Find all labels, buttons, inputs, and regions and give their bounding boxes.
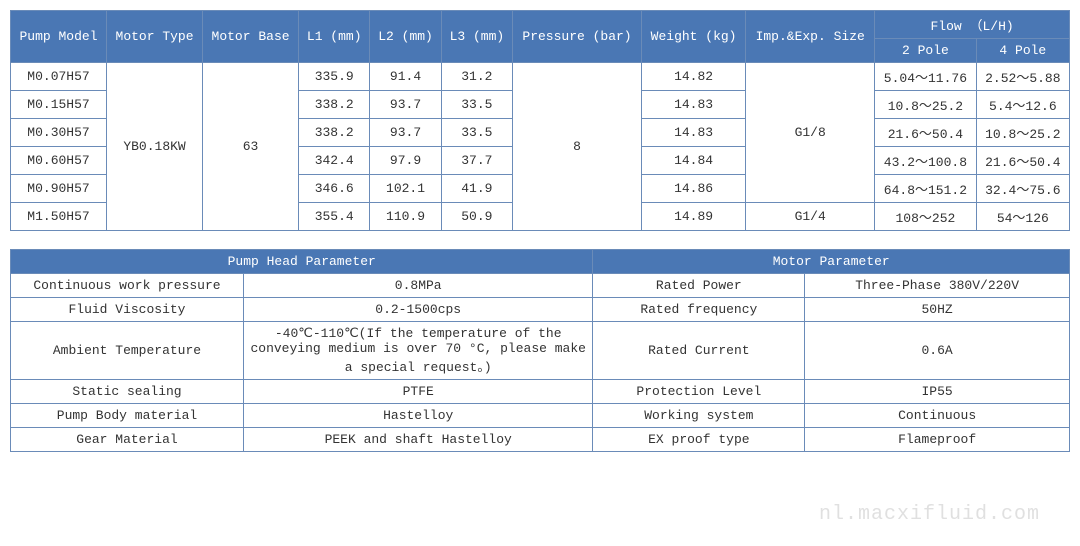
cell-l3: 50.9: [441, 203, 512, 231]
cell-2pole: 43.2～100.8: [875, 147, 977, 175]
cell-4pole: 5.4～12.6: [976, 91, 1069, 119]
cell-l2: 97.9: [370, 147, 441, 175]
cell-l1: 346.6: [299, 175, 370, 203]
cell: Rated frequency: [593, 298, 805, 322]
cell: Flameproof: [805, 428, 1070, 452]
cell: 0.6A: [805, 322, 1070, 380]
cell: -40℃-110℃(If the temperature of the conv…: [243, 322, 592, 380]
cell-l2: 102.1: [370, 175, 441, 203]
parameter-table: Pump Head Parameter Motor Parameter Cont…: [10, 249, 1070, 452]
cell-l3: 33.5: [441, 91, 512, 119]
cell: Rated Current: [593, 322, 805, 380]
cell-l2: 91.4: [370, 63, 441, 91]
cell-weight: 14.86: [641, 175, 745, 203]
cell-l3: 31.2: [441, 63, 512, 91]
col-4pole: 4 Pole: [976, 39, 1069, 63]
cell: Hastelloy: [243, 404, 592, 428]
cell-l2: 93.7: [370, 91, 441, 119]
table-row: Ambient Temperature-40℃-110℃(If the temp…: [11, 322, 1070, 380]
cell-l1: 335.9: [299, 63, 370, 91]
col-motor-base: Motor Base: [203, 11, 299, 63]
cell: Continuous: [805, 404, 1070, 428]
cell: IP55: [805, 380, 1070, 404]
cell-4pole: 2.52～5.88: [976, 63, 1069, 91]
cell-2pole: 5.04～11.76: [875, 63, 977, 91]
cell-model: M0.60H57: [11, 147, 107, 175]
col-l1: L1 (mm): [299, 11, 370, 63]
cell-l1: 342.4: [299, 147, 370, 175]
cell-model: M1.50H57: [11, 203, 107, 231]
table-row: Static sealingPTFEProtection LevelIP55: [11, 380, 1070, 404]
cell: Rated Power: [593, 274, 805, 298]
col-imp-exp: Imp.&Exp. Size: [746, 11, 875, 63]
cell-model: M0.07H57: [11, 63, 107, 91]
col-pump-model: Pump Model: [11, 11, 107, 63]
cell-2pole: 21.6～50.4: [875, 119, 977, 147]
cell-l3: 33.5: [441, 119, 512, 147]
cell: 0.8MPa: [243, 274, 592, 298]
col-motor-type: Motor Type: [107, 11, 203, 63]
cell-imp1: G1/8: [746, 63, 875, 203]
cell: PEEK and shaft Hastelloy: [243, 428, 592, 452]
col-flow: Flow （L/H): [875, 11, 1070, 39]
col-pressure: Pressure (bar): [513, 11, 642, 63]
cell-weight: 14.83: [641, 91, 745, 119]
cell-model: M0.30H57: [11, 119, 107, 147]
cell: Working system: [593, 404, 805, 428]
cell-weight: 14.84: [641, 147, 745, 175]
col-l3: L3 (mm): [441, 11, 512, 63]
cell: 50HZ: [805, 298, 1070, 322]
cell-l3: 37.7: [441, 147, 512, 175]
cell: Pump Body material: [11, 404, 244, 428]
cell-l1: 355.4: [299, 203, 370, 231]
cell-motor-type: YB0.18KW: [107, 63, 203, 231]
cell-l2: 110.9: [370, 203, 441, 231]
cell: Fluid Viscosity: [11, 298, 244, 322]
cell-2pole: 108～252: [875, 203, 977, 231]
cell-weight: 14.83: [641, 119, 745, 147]
col-l2: L2 (mm): [370, 11, 441, 63]
cell-imp2: G1/4: [746, 203, 875, 231]
specs-table: Pump Model Motor Type Motor Base L1 (mm)…: [10, 10, 1070, 231]
cell-4pole: 54～126: [976, 203, 1069, 231]
col-weight: Weight (kg): [641, 11, 745, 63]
table-row: Fluid Viscosity0.2-1500cpsRated frequenc…: [11, 298, 1070, 322]
table-row: Pump Body materialHastelloyWorking syste…: [11, 404, 1070, 428]
cell: EX proof type: [593, 428, 805, 452]
col-2pole: 2 Pole: [875, 39, 977, 63]
cell-4pole: 21.6～50.4: [976, 147, 1069, 175]
cell: Three-Phase 380V/220V: [805, 274, 1070, 298]
cell-pressure: 8: [513, 63, 642, 231]
cell-model: M0.90H57: [11, 175, 107, 203]
col-motor-param: Motor Parameter: [593, 250, 1070, 274]
cell-model: M0.15H57: [11, 91, 107, 119]
cell: PTFE: [243, 380, 592, 404]
table-row: M0.07H57 YB0.18KW 63 335.9 91.4 31.2 8 1…: [11, 63, 1070, 91]
cell: 0.2-1500cps: [243, 298, 592, 322]
cell-2pole: 10.8～25.2: [875, 91, 977, 119]
cell-weight: 14.89: [641, 203, 745, 231]
table-row: Gear MaterialPEEK and shaft HastelloyEX …: [11, 428, 1070, 452]
watermark: nl.macxifluid.com: [819, 503, 1040, 526]
cell-l2: 93.7: [370, 119, 441, 147]
cell: Continuous work pressure: [11, 274, 244, 298]
cell-l3: 41.9: [441, 175, 512, 203]
col-pump-head: Pump Head Parameter: [11, 250, 593, 274]
cell-4pole: 10.8～25.2: [976, 119, 1069, 147]
cell-weight: 14.82: [641, 63, 745, 91]
cell: Protection Level: [593, 380, 805, 404]
cell-4pole: 32.4～75.6: [976, 175, 1069, 203]
cell: Ambient Temperature: [11, 322, 244, 380]
cell-2pole: 64.8～151.2: [875, 175, 977, 203]
cell-l1: 338.2: [299, 91, 370, 119]
cell: Gear Material: [11, 428, 244, 452]
cell-motor-base: 63: [203, 63, 299, 231]
cell: Static sealing: [11, 380, 244, 404]
cell-l1: 338.2: [299, 119, 370, 147]
table-row: Continuous work pressure0.8MPaRated Powe…: [11, 274, 1070, 298]
